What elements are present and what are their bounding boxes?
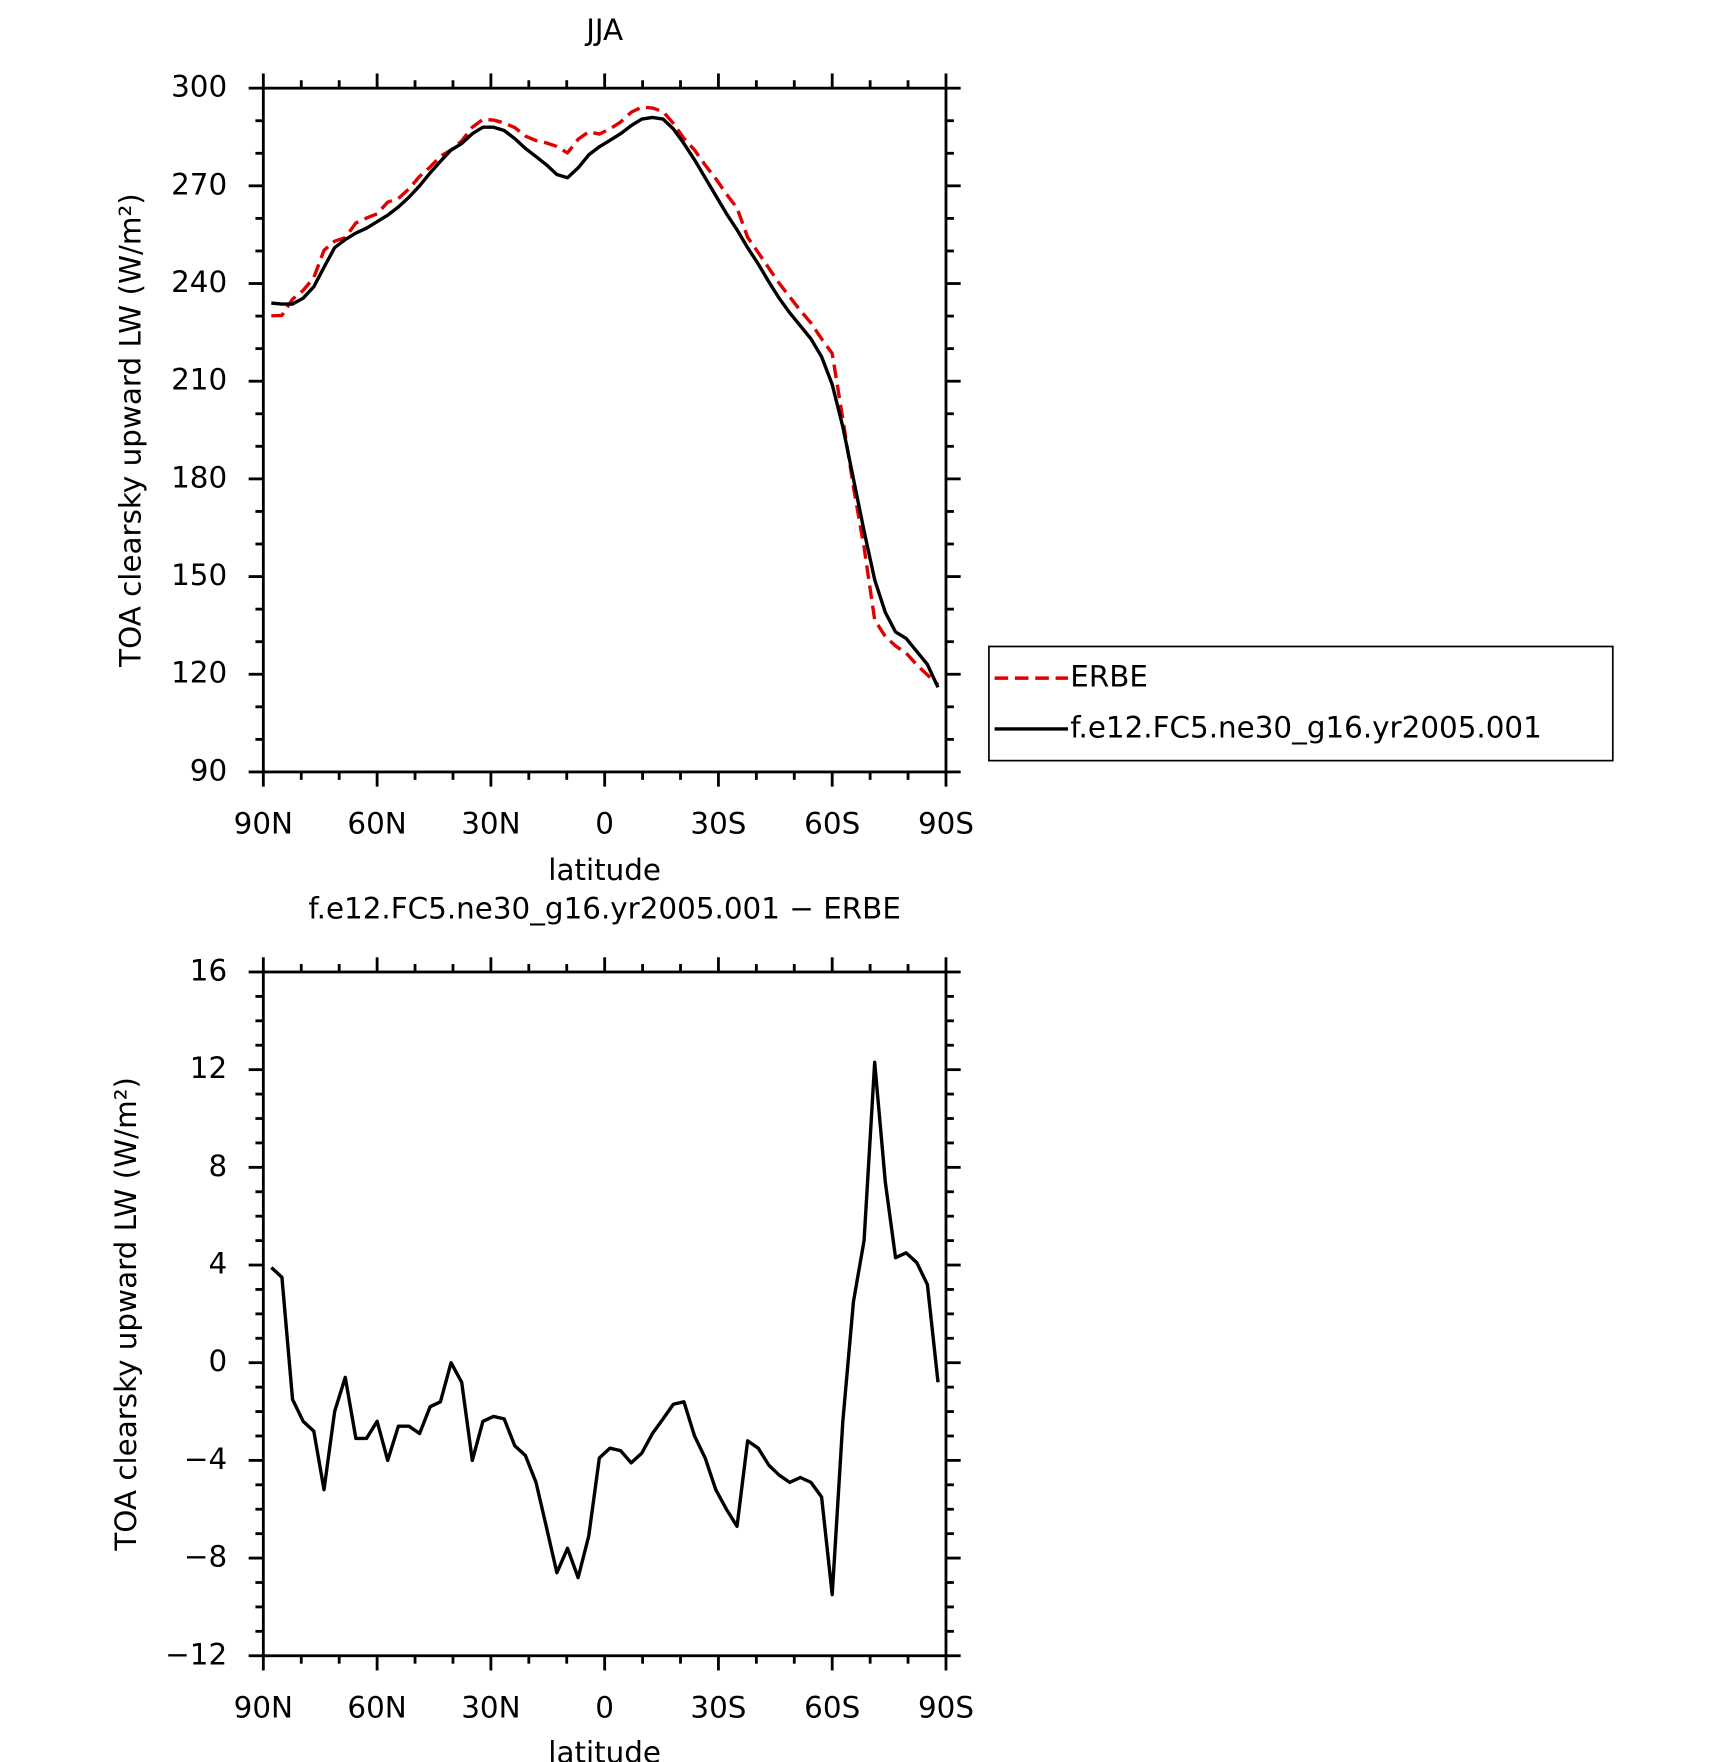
y-tick-label: 8 [208, 1149, 227, 1183]
plot-frame [261, 970, 948, 1658]
data-line [271, 115, 940, 688]
y-tick-label: 270 [171, 167, 227, 201]
x-tick-label: 60N [347, 807, 406, 841]
chart-title: f.e12.FC5.ne30_g16.yr2005.001 − ERBE [308, 891, 900, 925]
x-axis-label: latitude [548, 853, 661, 887]
y-tick-label: −12 [165, 1637, 227, 1671]
y-tick-label: −8 [184, 1540, 227, 1574]
x-tick-label: 90S [918, 1690, 974, 1724]
legend-box [988, 645, 1614, 762]
x-tick-label: 90N [234, 807, 293, 841]
y-tick-label: 240 [171, 265, 227, 299]
chart-title: JJA [584, 13, 623, 47]
y-tick-label: 90 [190, 753, 227, 787]
x-tick-label: 60N [347, 1690, 406, 1724]
x-tick-label: 30N [461, 1690, 520, 1724]
x-tick-label: 0 [595, 807, 614, 841]
y-tick-label: 180 [171, 460, 227, 494]
x-tick-label: 90N [234, 1690, 293, 1724]
data-line [271, 105, 940, 686]
data-line [270, 1060, 940, 1597]
x-tick-label: 60S [804, 1690, 860, 1724]
x-tick-label: 90S [918, 807, 974, 841]
y-tick-label: −4 [184, 1442, 227, 1476]
y-tick-label: 150 [171, 558, 227, 592]
x-axis-label: latitude [548, 1736, 661, 1762]
legend-label: ERBE [1070, 660, 1148, 694]
x-tick-label: 30S [690, 1690, 746, 1724]
x-tick-label: 30S [690, 807, 746, 841]
y-axis-label: TOA clearsky upward LW (W/m²) [109, 1077, 143, 1552]
x-tick-label: 60S [804, 807, 860, 841]
y-axis-label: TOA clearsky upward LW (W/m²) [114, 193, 148, 668]
legend-label: f.e12.FC5.ne30_g16.yr2005.001 [1070, 710, 1542, 744]
y-tick-label: 4 [208, 1247, 227, 1281]
y-tick-label: 210 [171, 363, 227, 397]
y-tick-label: 12 [190, 1051, 227, 1085]
y-tick-label: 120 [171, 656, 227, 690]
y-tick-label: 300 [171, 70, 227, 104]
x-tick-label: 0 [595, 1690, 614, 1724]
y-tick-label: 0 [208, 1344, 227, 1378]
y-tick-label: 16 [190, 953, 227, 987]
x-tick-label: 30N [461, 807, 520, 841]
